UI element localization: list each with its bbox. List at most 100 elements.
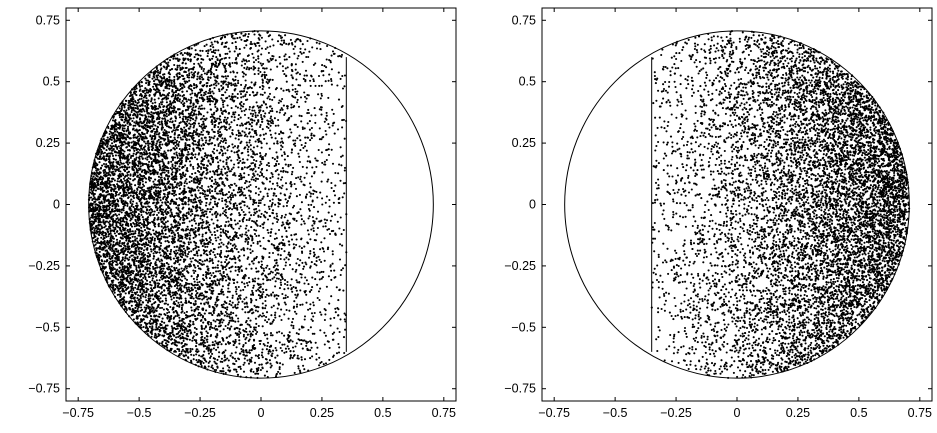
scatter-point [163,339,166,342]
scatter-point [268,98,271,101]
scatter-point [161,208,165,211]
scatter-point [188,181,191,184]
scatter-point [315,358,318,361]
scatter-point [309,84,312,87]
scatter-point [281,349,284,352]
scatter-point [248,211,251,214]
scatter-point [239,367,242,370]
scatter-point [112,160,115,164]
scatter-point [146,247,149,250]
scatter-point [199,331,202,334]
scatter-point [162,108,165,111]
scatter-point [187,153,190,156]
scatter-point [248,67,251,70]
scatter-point [101,176,104,179]
scatter-point [233,172,236,175]
scatter-point [226,116,229,119]
scatter-point [331,124,334,127]
scatter-point [299,289,302,292]
scatter-point [124,310,127,314]
scatter-point [305,193,308,196]
scatter-point [233,219,236,222]
scatter-point [243,176,246,179]
scatter-point [224,172,227,175]
scatter-point [178,122,181,125]
scatter-point [238,227,241,230]
scatter-point [238,330,241,333]
scatter-point [203,259,207,262]
scatter-point [300,115,303,118]
scatter-point [152,123,155,126]
scatter-point [221,34,224,37]
scatter-point [258,174,261,177]
scatter-point [150,315,153,318]
scatter-point [184,299,187,302]
scatter-point [280,275,283,278]
scatter-point [320,138,323,141]
scatter-point [239,289,242,292]
scatter-point [284,182,288,185]
scatter-point [198,139,201,142]
scatter-point [190,353,193,356]
scatter-point [117,145,120,148]
scatter-point [252,241,255,245]
scatter-point [256,242,259,245]
scatter-point [309,238,312,241]
scatter-point [157,289,160,293]
scatter-point [334,171,337,175]
scatter-point [334,307,337,310]
scatter-point [186,332,189,335]
scatter-point [101,260,104,263]
scatter-point [231,239,234,242]
scatter-point [232,111,235,114]
scatter-point [189,329,192,332]
scatter-point [228,56,231,59]
scatter-point [122,209,125,212]
scatter-point [168,76,171,79]
scatter-point [284,198,287,201]
scatter-point [172,107,175,110]
scatter-point [319,191,322,194]
scatter-point [239,159,242,162]
scatter-point [344,320,347,323]
scatter-point [198,152,201,155]
scatter-point [328,205,331,208]
scatter-point [158,315,161,318]
scatter-point [119,166,122,169]
scatter-point [275,331,279,334]
scatter-point [134,218,137,221]
scatter-point [292,327,295,330]
scatter-point [167,131,171,134]
scatter-point [297,367,300,370]
scatter-point [317,93,320,96]
scatter-point [236,37,239,40]
scatter-point [275,194,278,198]
scatter-point [261,120,264,123]
scatter-point [113,291,116,294]
scatter-point [321,171,324,174]
scatter-point [110,180,113,183]
scatter-point [264,357,267,361]
scatter-point [274,162,278,165]
scatter-point [276,215,279,218]
scatter-point [209,356,212,359]
scatter-point [278,315,281,318]
scatter-point [221,152,225,155]
scatter-point [242,210,245,214]
scatter-point [299,149,302,152]
scatter-point [299,259,302,262]
scatter-point [197,100,200,103]
scatter-point [256,305,259,308]
scatter-point [187,241,190,244]
scatter-point [276,354,279,357]
scatter-point [321,64,324,67]
scatter-point [128,181,131,184]
scatter-point [204,136,207,139]
scatter-point [211,96,214,99]
scatter-point [160,103,163,106]
scatter-point [233,116,236,119]
scatter-point [137,299,140,302]
scatter-point [218,242,221,245]
scatter-point [212,73,215,76]
scatter-point [259,368,262,372]
